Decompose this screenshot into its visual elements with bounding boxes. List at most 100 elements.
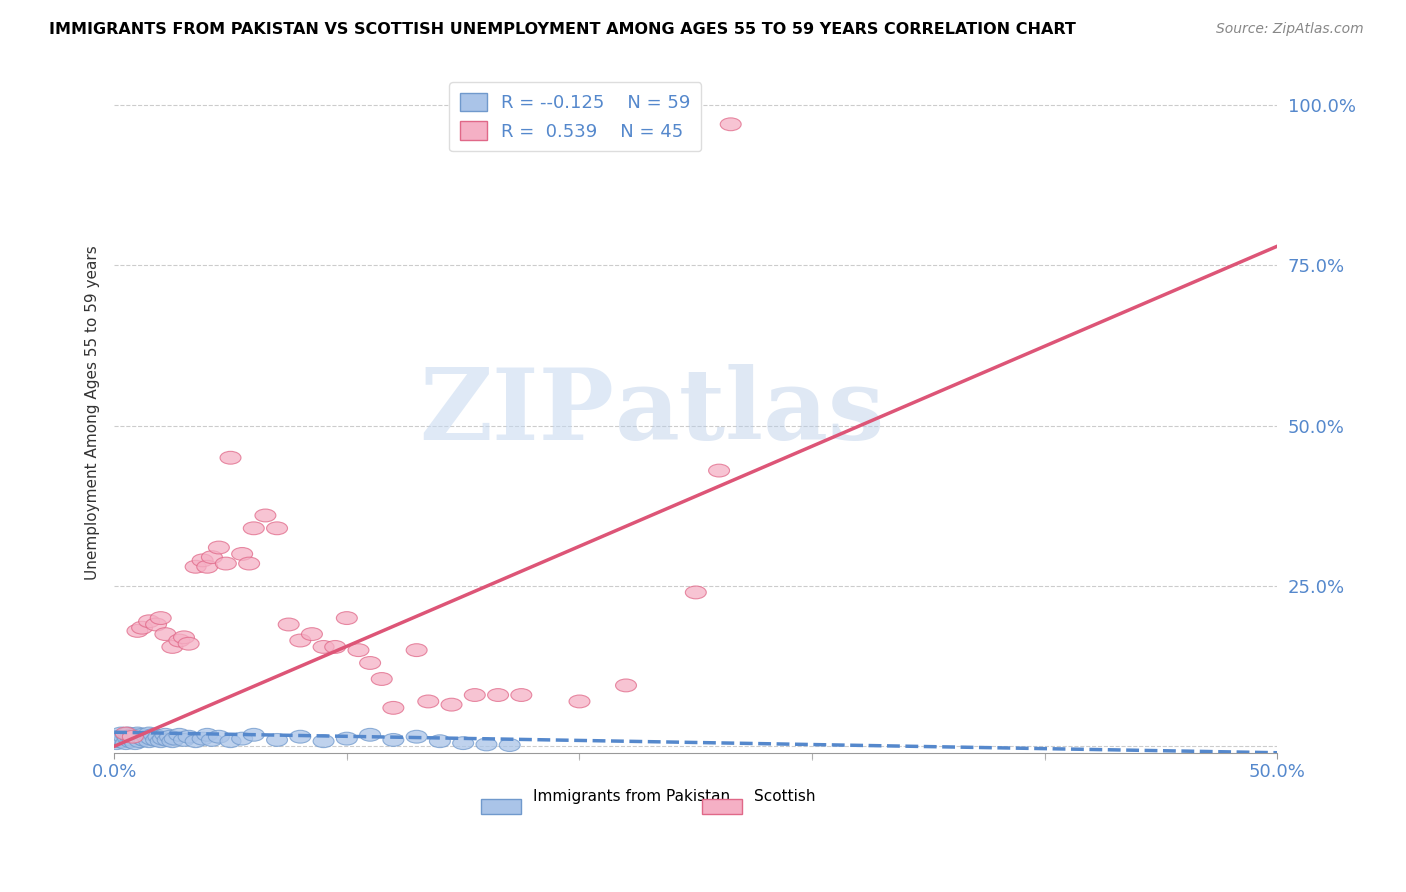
FancyBboxPatch shape	[481, 799, 522, 814]
Ellipse shape	[429, 735, 450, 747]
Ellipse shape	[477, 738, 496, 751]
Ellipse shape	[111, 733, 132, 747]
Ellipse shape	[132, 622, 153, 634]
Ellipse shape	[173, 733, 194, 747]
Ellipse shape	[239, 558, 260, 570]
Ellipse shape	[336, 732, 357, 745]
Text: Source: ZipAtlas.com: Source: ZipAtlas.com	[1216, 22, 1364, 37]
Ellipse shape	[418, 695, 439, 708]
Ellipse shape	[510, 689, 531, 701]
FancyBboxPatch shape	[702, 799, 742, 814]
Ellipse shape	[221, 735, 240, 747]
Ellipse shape	[165, 732, 186, 745]
Ellipse shape	[132, 729, 153, 741]
Ellipse shape	[139, 615, 159, 628]
Ellipse shape	[115, 727, 136, 740]
Ellipse shape	[139, 727, 159, 740]
Text: Scottish: Scottish	[754, 789, 815, 805]
Ellipse shape	[336, 612, 357, 624]
Ellipse shape	[146, 733, 166, 747]
Ellipse shape	[360, 729, 381, 741]
Ellipse shape	[108, 735, 129, 747]
Ellipse shape	[221, 451, 240, 464]
Ellipse shape	[127, 731, 148, 743]
Ellipse shape	[108, 731, 129, 743]
Ellipse shape	[120, 731, 141, 743]
Ellipse shape	[193, 732, 214, 745]
Text: Immigrants from Pakistan: Immigrants from Pakistan	[533, 789, 730, 805]
Ellipse shape	[488, 689, 509, 701]
Ellipse shape	[153, 732, 173, 745]
Ellipse shape	[162, 735, 183, 747]
Ellipse shape	[186, 735, 207, 747]
Ellipse shape	[290, 634, 311, 647]
Ellipse shape	[169, 634, 190, 647]
Ellipse shape	[111, 727, 132, 740]
Ellipse shape	[115, 729, 136, 741]
Ellipse shape	[349, 644, 368, 657]
Ellipse shape	[232, 548, 253, 560]
Ellipse shape	[720, 118, 741, 131]
Ellipse shape	[169, 729, 190, 741]
Ellipse shape	[173, 631, 194, 644]
Ellipse shape	[143, 729, 165, 741]
Ellipse shape	[709, 464, 730, 477]
Ellipse shape	[267, 733, 287, 747]
Ellipse shape	[382, 733, 404, 747]
Ellipse shape	[162, 640, 183, 653]
Ellipse shape	[155, 729, 176, 741]
Ellipse shape	[201, 733, 222, 747]
Ellipse shape	[118, 727, 139, 740]
Ellipse shape	[155, 628, 176, 640]
Ellipse shape	[179, 637, 200, 650]
Ellipse shape	[134, 733, 155, 747]
Ellipse shape	[499, 739, 520, 751]
Ellipse shape	[243, 522, 264, 534]
Ellipse shape	[267, 522, 287, 534]
Ellipse shape	[290, 731, 311, 743]
Ellipse shape	[105, 737, 127, 749]
Ellipse shape	[301, 628, 322, 640]
Ellipse shape	[146, 618, 166, 631]
Ellipse shape	[127, 727, 148, 740]
Ellipse shape	[118, 732, 139, 745]
Ellipse shape	[141, 732, 162, 745]
Ellipse shape	[129, 735, 150, 747]
Ellipse shape	[197, 729, 218, 741]
Ellipse shape	[112, 735, 134, 747]
Ellipse shape	[232, 732, 253, 745]
Ellipse shape	[125, 732, 146, 745]
Ellipse shape	[464, 689, 485, 701]
Ellipse shape	[159, 731, 180, 743]
Y-axis label: Unemployment Among Ages 55 to 59 years: Unemployment Among Ages 55 to 59 years	[86, 245, 100, 580]
Ellipse shape	[314, 640, 335, 653]
Ellipse shape	[278, 618, 299, 631]
Ellipse shape	[441, 698, 463, 711]
Ellipse shape	[120, 735, 141, 747]
Ellipse shape	[179, 731, 200, 743]
Ellipse shape	[150, 612, 172, 624]
Ellipse shape	[569, 695, 591, 708]
Ellipse shape	[208, 541, 229, 554]
Ellipse shape	[215, 558, 236, 570]
Ellipse shape	[616, 679, 637, 692]
Ellipse shape	[136, 731, 157, 743]
Ellipse shape	[360, 657, 381, 669]
Ellipse shape	[197, 560, 218, 574]
Ellipse shape	[122, 729, 143, 741]
Ellipse shape	[382, 701, 404, 714]
Text: IMMIGRANTS FROM PAKISTAN VS SCOTTISH UNEMPLOYMENT AMONG AGES 55 TO 59 YEARS CORR: IMMIGRANTS FROM PAKISTAN VS SCOTTISH UNE…	[49, 22, 1076, 37]
Ellipse shape	[125, 737, 146, 749]
Ellipse shape	[325, 640, 346, 653]
Ellipse shape	[243, 729, 264, 741]
Ellipse shape	[193, 554, 214, 566]
Ellipse shape	[148, 731, 169, 743]
Legend: R = --0.125    N = 59, R =  0.539    N = 45: R = --0.125 N = 59, R = 0.539 N = 45	[449, 82, 702, 152]
Ellipse shape	[201, 550, 222, 564]
Ellipse shape	[150, 735, 172, 747]
Ellipse shape	[453, 737, 474, 749]
Ellipse shape	[685, 586, 706, 599]
Ellipse shape	[112, 731, 134, 743]
Ellipse shape	[314, 735, 335, 747]
Text: atlas: atlas	[614, 364, 884, 461]
